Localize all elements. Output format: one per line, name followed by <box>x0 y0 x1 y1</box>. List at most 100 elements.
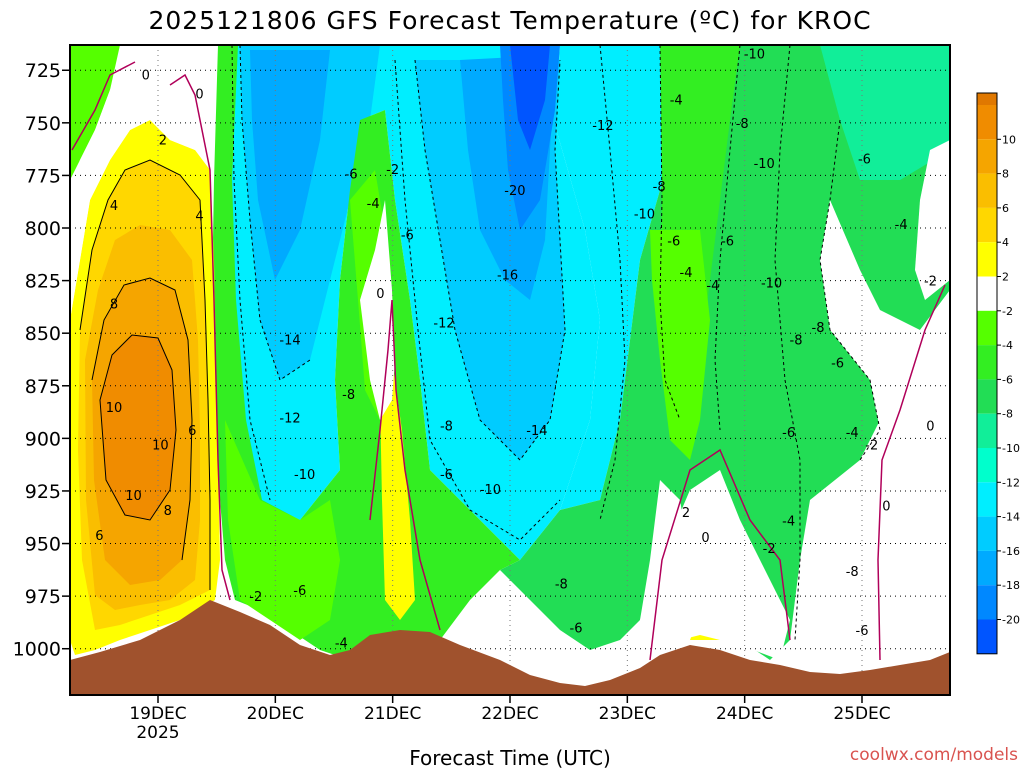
colorbar-label--12: -12 <box>1002 476 1020 489</box>
colorbar-label--10: -10 <box>1002 442 1020 455</box>
contour-label-9: 10 <box>125 489 142 504</box>
colorbar-label-6: 6 <box>1002 202 1009 215</box>
contour-label-16: -10 <box>294 468 315 483</box>
y-tick-900: 900 <box>25 428 61 450</box>
y-tick-975: 975 <box>25 586 61 608</box>
colorbar-label--20: -20 <box>1002 614 1020 627</box>
colorbar-label--18: -18 <box>1002 579 1020 592</box>
fill-lime-west <box>225 420 340 640</box>
y-tick-950: 950 <box>25 534 61 556</box>
contour-label-55: -2 <box>865 439 878 454</box>
contour-label-13: -6 <box>293 584 306 599</box>
contour-label-30: -20 <box>504 184 525 199</box>
terrain <box>70 600 950 695</box>
colorbar-swatch-11 <box>977 482 997 517</box>
contour-label-17: -8 <box>342 388 355 403</box>
colorbar-label-8: 8 <box>1002 168 1009 181</box>
contour-cold-east-2 <box>659 45 681 421</box>
contour-label-52: -4 <box>782 514 795 529</box>
contour-label-5: 8 <box>110 298 118 313</box>
colorbar-swatch-4 <box>977 242 997 277</box>
contour-label-25: -8 <box>440 420 453 435</box>
y-tick-850: 850 <box>25 323 61 345</box>
colorbar-label-10: 10 <box>1002 133 1016 146</box>
contour-zero-5 <box>877 284 946 661</box>
contour-label-57: 0 <box>882 500 890 515</box>
fill-teal-east <box>820 45 950 180</box>
contour-label-3: 4 <box>110 199 118 214</box>
contour-label-34: -6 <box>667 235 680 250</box>
fill-white-east-edge <box>915 140 950 300</box>
contour-cold-west-1 <box>239 45 311 381</box>
fill-white-southeast <box>860 290 950 665</box>
contour-label-47: -6 <box>831 357 844 372</box>
contour-label-23: -4 <box>335 636 348 651</box>
y-tick-1000: 1000 <box>13 639 61 661</box>
colorbar-swatch-1 <box>977 139 997 174</box>
contour-label-45: -8 <box>790 333 803 348</box>
contour-label-14: -14 <box>279 333 300 348</box>
colorbar-label--2: -2 <box>1002 305 1013 318</box>
contour-label-32: -10 <box>634 207 655 222</box>
contour-label-39: -4 <box>706 279 719 294</box>
contour-label-21: 0 <box>376 287 384 302</box>
contour-warm-4 <box>79 159 211 590</box>
x-tick-21dec: 21DEC <box>364 704 421 724</box>
colorbar-swatch-2 <box>977 173 997 208</box>
contour-label-53: -2 <box>763 542 776 557</box>
colorbar-frame <box>976 92 998 655</box>
temperature-fill <box>70 45 950 665</box>
contour-cold-east-5 <box>819 119 881 461</box>
y-tick-800: 800 <box>25 218 61 240</box>
x-tick-24dec: 24DEC <box>716 704 773 724</box>
colorbar-label--16: -16 <box>1002 545 1020 558</box>
contour-label-60: 2 <box>682 506 690 521</box>
colorbar-swatch-3 <box>977 207 997 243</box>
colorbar-label--14: -14 <box>1002 511 1020 524</box>
colorbar-label-4: 4 <box>1002 236 1009 249</box>
y-tick-750: 750 <box>25 113 61 135</box>
contour-warm-10 <box>99 334 177 521</box>
contour-label-20: -2 <box>386 163 399 178</box>
contour-label-19: -4 <box>367 197 380 212</box>
contour-cold-east-1 <box>599 45 626 521</box>
fill-orange-core <box>100 335 176 520</box>
x-tick-23dec: 23DEC <box>599 704 656 724</box>
contour-zero-1 <box>71 61 136 151</box>
y-axis: 725 750 775 800 825 850 875 900 925 950 975 1000 <box>13 60 70 661</box>
contour-label-56: 0 <box>926 420 934 435</box>
contour-lines <box>71 45 946 661</box>
colorbar-swatch-15 <box>977 619 997 654</box>
fill-green-east <box>500 45 950 660</box>
contour-label-11: 6 <box>95 529 103 544</box>
contour-zero-2 <box>169 73 231 601</box>
contour-cold-center-1 <box>414 59 566 461</box>
contour-label-54: -4 <box>846 426 859 441</box>
contour-label-22: -6 <box>401 228 414 243</box>
fill-blue-max <box>510 45 550 150</box>
colorbar: 10 8 6 4 2 -2 -4 -6 -8 -10 -12 -14 -16 -18 -20 <box>976 92 1020 655</box>
contour-label-58: -8 <box>846 565 859 580</box>
terrain-surface <box>70 600 950 695</box>
colorbar-label--6: -6 <box>1002 373 1013 386</box>
contour-label-7: 10 <box>152 439 169 454</box>
contour-label-27: -10 <box>480 483 501 498</box>
fill-lime-northwest <box>70 45 120 180</box>
contour-label-37: -8 <box>555 578 568 593</box>
colorbar-swatch-5 <box>977 276 997 311</box>
colorbar-swatch-10 <box>977 448 997 483</box>
colorbar-swatch-0 <box>977 105 997 140</box>
credit-link[interactable]: coolwx.com/models <box>850 745 1018 765</box>
colorbar-swatch-6 <box>977 310 997 346</box>
contour-label-26: -6 <box>440 468 453 483</box>
fill-yellow-pocket <box>380 360 415 620</box>
y-tick-925: 925 <box>25 481 61 503</box>
x-tick-20dec: 20DEC <box>247 704 304 724</box>
x-axis-label: Forecast Time (UTC) <box>409 746 611 768</box>
contour-label-46: -8 <box>812 321 825 336</box>
contour-label-15: -12 <box>279 411 300 426</box>
contour-label-4: 4 <box>195 209 203 224</box>
